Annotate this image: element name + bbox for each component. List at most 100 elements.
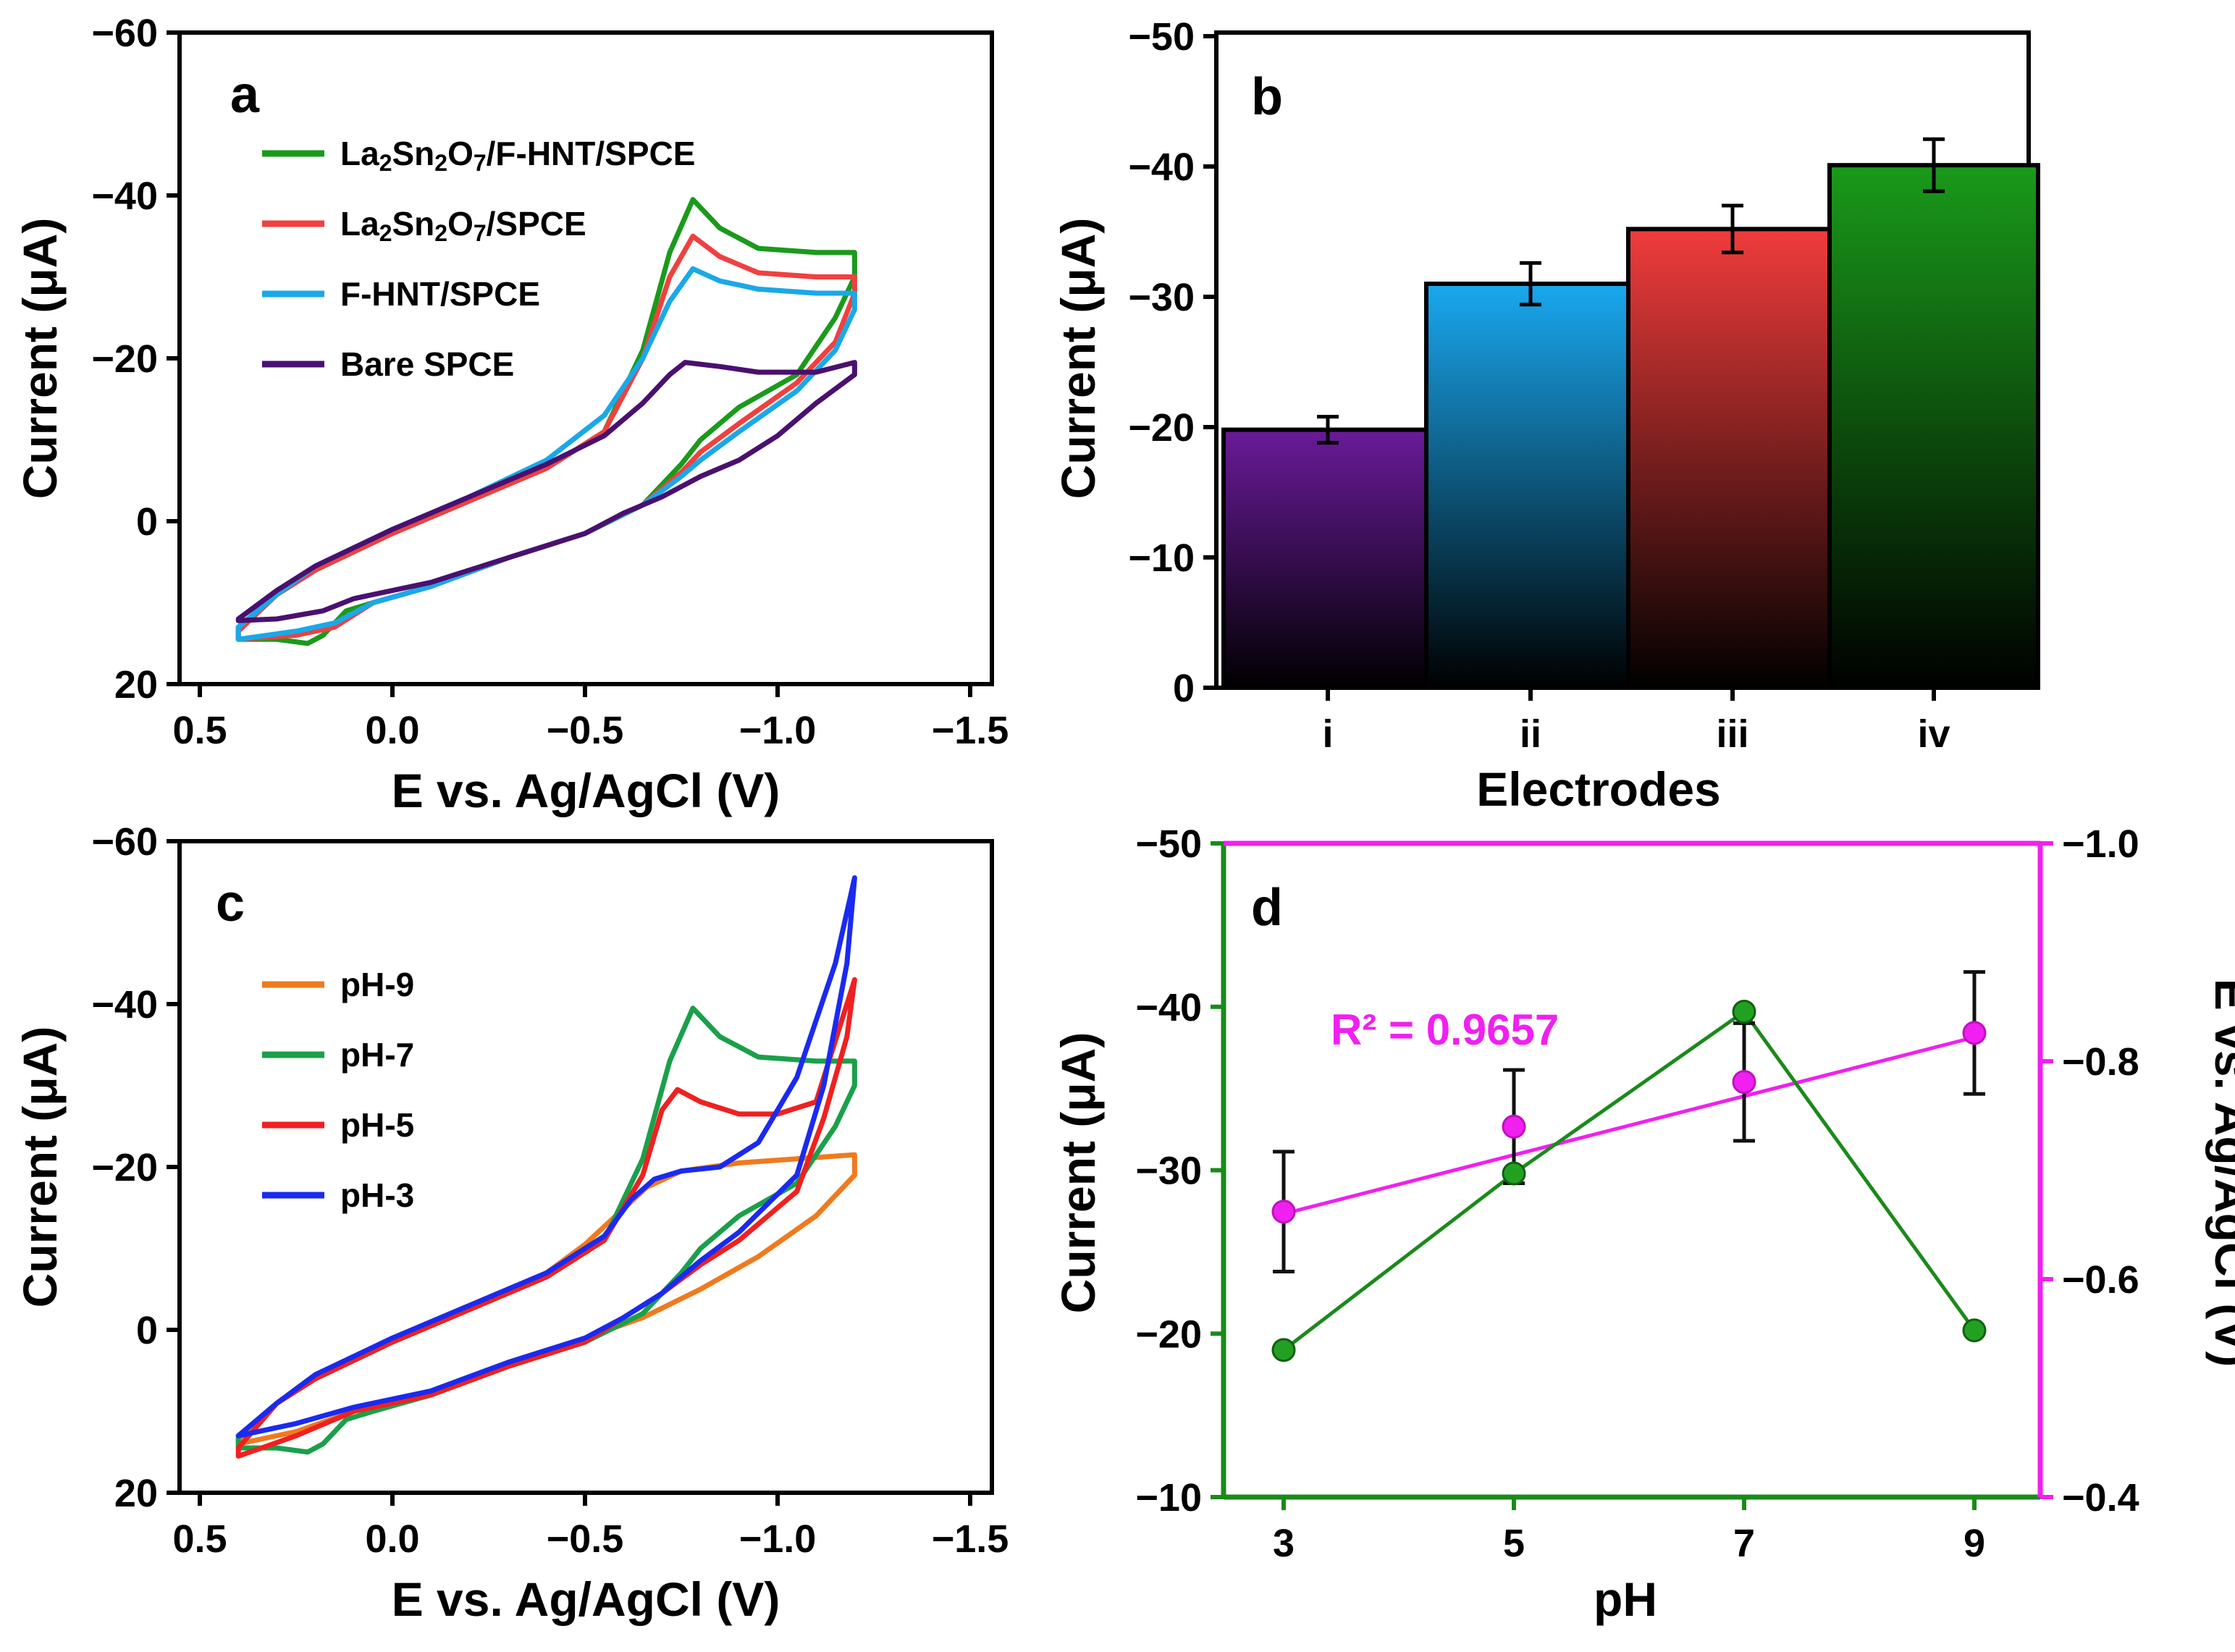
panel-d-label: d — [1251, 879, 1283, 937]
d-xtick-label: 5 — [1503, 1522, 1525, 1565]
a-xtick-label: 0.5 — [172, 709, 227, 752]
panel-d-ylabel: Current (μA) — [1051, 1032, 1105, 1314]
c-xtick-label: −1.0 — [739, 1517, 817, 1561]
b-ytick-label: 0 — [1173, 667, 1195, 710]
c-series-2 — [235, 977, 857, 1459]
a-ytick-label: −20 — [91, 337, 158, 381]
d-ytick-label: −20 — [1135, 1312, 1202, 1356]
a-xtick-label: −1.0 — [739, 709, 817, 752]
b-ytick-label: −10 — [1128, 536, 1195, 580]
panel-a-xlabel: E vs. Ag/AgCl (V) — [392, 764, 780, 817]
d-current-line — [1282, 1009, 1977, 1352]
a-ytick-label: −60 — [91, 12, 158, 55]
c-legend-label: pH-3 — [340, 1176, 414, 1214]
d-y2tick-label: −0.4 — [2062, 1476, 2139, 1520]
panel-a-ylabel: Current (μA) — [13, 218, 67, 500]
a-legend-label: Bare SPCE — [340, 345, 514, 383]
bar-ii — [1424, 282, 1637, 690]
b-xtick-label: ii — [1520, 712, 1541, 756]
panel-d-y2label: E vs. Ag/AgCl (V) — [2205, 979, 2235, 1367]
c-legend-label: pH-5 — [340, 1106, 414, 1144]
d-potential-point — [1732, 1070, 1756, 1095]
d-y2tick-label: −0.6 — [2062, 1258, 2139, 1302]
c-ytick-label: −60 — [91, 820, 158, 864]
panel-b-bar-chart: i ii iii iv0−10−20−30−40−50 b Electrodes Cu… — [1051, 15, 2040, 816]
d-ytick-label: −40 — [1135, 986, 1202, 1029]
b-xtick-label: iii — [1716, 712, 1748, 756]
b-xtick-label: iv — [1917, 712, 1950, 756]
panel-b-bars — [1221, 137, 2040, 690]
panel-d-r2-annotation: R² = 0.9657 — [1331, 1006, 1559, 1054]
panel-c-curves — [235, 875, 857, 1459]
a-ytick-label: 20 — [114, 663, 158, 707]
a-ytick-label: −40 — [91, 174, 158, 218]
panel-d-content: −10 −20 −30 −40 −50 −0.4 −0.6 −0.8 −1.0 3 5 7 9 — [1135, 822, 2139, 1565]
bar-iii — [1626, 227, 1839, 690]
d-xtick-label: 9 — [1963, 1522, 1985, 1565]
a-xtick-label: −1.5 — [932, 709, 1009, 752]
d-potential-point — [1502, 1114, 1526, 1139]
d-ytick-label: −10 — [1135, 1476, 1202, 1520]
panel-a-plot-frame — [177, 30, 994, 686]
d-potential-point — [1271, 1200, 1296, 1224]
a-xtick-label: 0.0 — [365, 709, 419, 752]
d-current-point — [1271, 1338, 1296, 1362]
panel-d-xlabel: pH — [1594, 1572, 1657, 1626]
panel-b-label: b — [1251, 68, 1283, 126]
a-series-0 — [235, 197, 857, 646]
d-xtick-label: 3 — [1273, 1522, 1295, 1565]
d-xtick-label: 7 — [1733, 1522, 1755, 1565]
d-current-point — [1732, 1000, 1756, 1024]
panel-c-legend: pH-9 pH-7 pH-5 pH-3 — [262, 966, 414, 1214]
panel-a-legend: La2Sn2O7/F-HNT/SPCE La2Sn2O7/SPCE F-HNT/SP… — [262, 135, 695, 383]
b-xtick-label: i — [1322, 712, 1333, 756]
a-series-3 — [235, 360, 857, 623]
c-series-0 — [235, 1152, 857, 1446]
c-ytick-label: −40 — [91, 983, 158, 1027]
c-xtick-label: 0.0 — [365, 1517, 419, 1561]
b-ytick-label: −50 — [1128, 15, 1195, 59]
a-xtick-label: −0.5 — [547, 709, 624, 752]
c-legend-label: pH-9 — [340, 966, 414, 1003]
d-potential-point — [1962, 1021, 1987, 1045]
c-legend-label: pH-7 — [340, 1036, 414, 1074]
d-current-point — [1502, 1161, 1526, 1186]
panel-c-ticks: 0.5 0.0 −0.5 −1.0 −1.5 20 0 −20 −40 −60 — [91, 820, 1009, 1561]
a-series-1 — [235, 233, 857, 642]
d-y2tick-label: −1.0 — [2062, 822, 2139, 866]
panel-c-ylabel: Current (μA) — [13, 1027, 67, 1308]
panel-a-ticks: 0.5 0.0 −0.5 −1.0 −1.5 20 0 −20 −40 −60 — [91, 12, 1009, 752]
c-xtick-label: −0.5 — [547, 1517, 624, 1561]
panel-c-plot-frame — [177, 839, 994, 1495]
c-xtick-label: −1.5 — [932, 1517, 1009, 1561]
panel-b-xlabel: Electrodes — [1476, 762, 1720, 816]
c-ytick-label: 0 — [136, 1309, 158, 1352]
panel-d-ph-dependence: −10 −20 −30 −40 −50 −0.4 −0.6 −0.8 −1.0 3 5 7 9 d R²… — [1051, 822, 2235, 1626]
panel-b-ticks: i ii iii iv0−10−20−30−40−50 — [1128, 15, 1950, 756]
c-xtick-label: 0.5 — [172, 1517, 227, 1561]
b-ytick-label: −40 — [1128, 146, 1195, 189]
a-legend-label: F-HNT/SPCE — [340, 275, 540, 313]
c-series-1 — [235, 1006, 857, 1455]
d-potential-fit-line — [1283, 1035, 1975, 1216]
a-legend-label: La2Sn2O7/F-HNT/SPCE — [340, 135, 695, 176]
d-current-point — [1962, 1318, 1987, 1343]
d-ytick-label: −30 — [1135, 1150, 1202, 1193]
panel-c-xlabel: E vs. Ag/AgCl (V) — [392, 1572, 780, 1626]
a-ytick-label: 0 — [136, 500, 158, 544]
panel-a-cv-electrodes: 0.5 0.0 −0.5 −1.0 −1.5 20 0 −20 −40 −60 a La2Sn2O… — [13, 12, 1009, 817]
b-ytick-label: −30 — [1128, 276, 1195, 319]
d-ytick-label: −50 — [1135, 822, 1202, 866]
a-series-2 — [235, 266, 857, 642]
panel-c-label: c — [216, 875, 245, 932]
panel-a-label: a — [230, 66, 260, 124]
bar-i — [1221, 427, 1434, 690]
b-ytick-label: −20 — [1128, 406, 1195, 450]
c-series-3 — [235, 875, 857, 1438]
panel-b-ylabel: Current (μA) — [1051, 218, 1105, 500]
bar-iv — [1827, 163, 2040, 690]
a-legend-label: La2Sn2O7/SPCE — [340, 205, 586, 246]
c-ytick-label: 20 — [114, 1472, 158, 1515]
d-y2tick-label: −0.8 — [2062, 1040, 2139, 1084]
